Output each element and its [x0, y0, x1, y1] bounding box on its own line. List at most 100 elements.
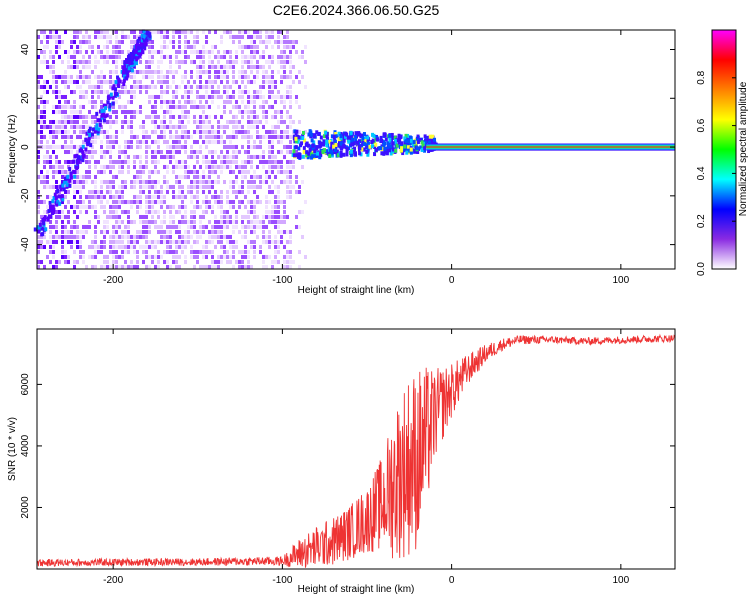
- spectrogram-cell: [193, 170, 196, 174]
- spectrogram-cell: [154, 180, 157, 184]
- spectrogram-cell: [235, 175, 238, 179]
- spectrogram-cell: [271, 190, 274, 194]
- spectrogram-cell: [274, 40, 277, 44]
- spectrogram-cell: [217, 260, 220, 264]
- spectrogram-cell: [271, 115, 274, 119]
- spectrogram-cell: [253, 200, 256, 204]
- spectrogram-cell: [247, 185, 250, 189]
- spectrogram-cell: [40, 240, 43, 244]
- spectrogram-cell: [256, 50, 259, 54]
- spectrogram-cluster-cell: [332, 135, 336, 140]
- spectrogram-cell: [106, 265, 109, 269]
- spectrogram-cell: [256, 120, 259, 124]
- spectrogram-cell: [229, 205, 232, 209]
- spectrogram-cell: [46, 185, 49, 189]
- spectrogram-cell: [250, 110, 253, 114]
- spectrogram-cell: [139, 85, 142, 89]
- spectrogram-cell: [211, 140, 214, 144]
- spectrogram-streak-cell: [33, 227, 37, 232]
- spectrogram-cell: [256, 235, 259, 239]
- spectrogram-cell: [277, 120, 280, 124]
- spectrogram-cell: [202, 230, 205, 234]
- spectrogram-cluster-cell: [362, 147, 366, 152]
- spectrogram-cell: [79, 180, 82, 184]
- spectrogram-cell: [58, 170, 61, 174]
- spectrogram-cell: [112, 110, 115, 114]
- spectrogram-cell: [115, 130, 118, 134]
- spectrogram-cell: [262, 55, 265, 59]
- spectrogram-cell: [286, 60, 289, 64]
- spectrogram-streak-cell: [61, 183, 65, 188]
- spectrogram-cluster-cell: [373, 152, 377, 157]
- spectrogram-cell: [280, 115, 283, 119]
- spectrogram-cell: [238, 165, 241, 169]
- spectrogram-cell: [112, 185, 115, 189]
- spectrogram-cell: [91, 145, 94, 149]
- spectrogram-cell: [205, 90, 208, 94]
- spectrogram-cell: [196, 195, 199, 199]
- spectrogram-cell: [274, 80, 277, 84]
- spectrogram-cell: [232, 75, 235, 79]
- spectrogram-cell: [91, 190, 94, 194]
- spectrogram-cell: [286, 35, 289, 39]
- spectrogram-cell: [91, 150, 94, 154]
- spectrogram-cell: [286, 195, 289, 199]
- spectrogram-cell: [76, 260, 79, 264]
- spectrogram-cell: [256, 215, 259, 219]
- spectrogram-cell: [166, 90, 169, 94]
- spectrogram-cell: [172, 190, 175, 194]
- spectrogram-cell: [43, 100, 46, 104]
- spectrogram-cell: [262, 50, 265, 54]
- spectrogram-cluster-cell: [384, 137, 388, 142]
- spectrogram-cell: [163, 220, 166, 224]
- spectrogram-cluster-cell: [397, 133, 401, 138]
- spectrogram-cluster-cell: [431, 140, 435, 145]
- spectrogram-cell: [199, 70, 202, 74]
- spectrogram-cell: [196, 255, 199, 259]
- spectrogram-cell: [82, 125, 85, 129]
- spectrogram-cell: [121, 210, 124, 214]
- spectrogram-cell: [199, 65, 202, 69]
- spectrogram-cell: [283, 75, 286, 79]
- spectrogram-cell: [55, 165, 58, 169]
- spectrogram-cell: [121, 120, 124, 124]
- spectrogram-cell: [46, 220, 49, 224]
- spectrogram-cluster-cell: [349, 130, 353, 135]
- spectrogram-cluster-cell: [433, 137, 437, 142]
- spectrogram-cell: [193, 250, 196, 254]
- spectrogram-cell: [268, 190, 271, 194]
- spectrogram-cell: [277, 30, 280, 34]
- spectrogram-cell: [286, 260, 289, 264]
- spectrogram-cell: [73, 105, 76, 109]
- spectrogram-cell: [247, 130, 250, 134]
- spectrogram-cell: [127, 155, 130, 159]
- spectrogram-cell: [223, 55, 226, 59]
- spectrogram-cell: [208, 150, 211, 154]
- spectrogram-cell: [79, 60, 82, 64]
- spectrogram-cell: [289, 115, 292, 119]
- spectrogram-cell: [202, 50, 205, 54]
- spectrogram-cell: [238, 85, 241, 89]
- spectrogram-cell: [142, 245, 145, 249]
- spectrogram-cell: [277, 40, 280, 44]
- spectrogram-cell: [118, 45, 121, 49]
- spectrogram-cell: [46, 170, 49, 174]
- spectrogram-cluster-cell: [390, 132, 394, 137]
- spectrogram-cell: [283, 260, 286, 264]
- spectrogram-cell: [115, 65, 118, 69]
- spectrogram-streak-cell: [116, 75, 120, 80]
- spectrogram-cell: [286, 250, 289, 254]
- spectrogram-cell: [268, 30, 271, 34]
- spectrogram-cell: [172, 140, 175, 144]
- spectrogram-cell: [124, 200, 127, 204]
- spectrogram-cell: [181, 130, 184, 134]
- spectrogram-cell: [190, 75, 193, 79]
- spectrogram-cell: [295, 175, 298, 179]
- spectrogram-cell: [43, 200, 46, 204]
- spectrogram-cell: [181, 110, 184, 114]
- spectrogram-cell: [55, 110, 58, 114]
- spectrogram-cluster-cell: [361, 141, 365, 146]
- spectrogram-cell: [73, 210, 76, 214]
- spectrogram-cell: [265, 35, 268, 39]
- spectrogram-cell: [145, 155, 148, 159]
